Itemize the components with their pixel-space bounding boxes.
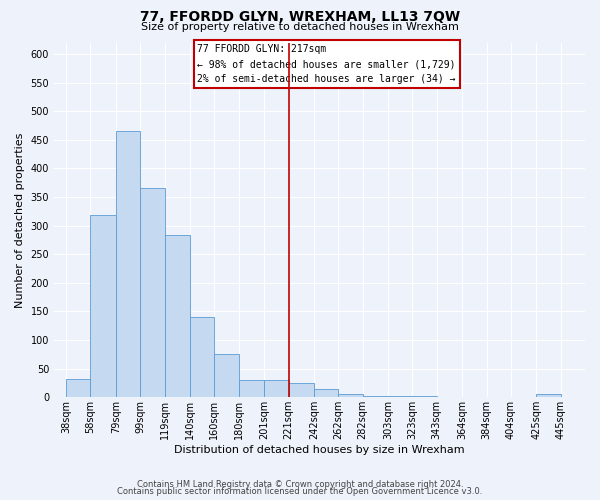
Bar [116,131,140,398]
Bar [91,216,116,398]
Y-axis label: Number of detached properties: Number of detached properties [15,132,25,308]
Text: 77 FFORDD GLYN: 217sqm
← 98% of detached houses are smaller (1,729)
2% of semi-d: 77 FFORDD GLYN: 217sqm ← 98% of detached… [197,44,456,84]
Text: Size of property relative to detached houses in Wrexham: Size of property relative to detached ho… [141,22,459,32]
Bar [66,379,91,398]
Bar [190,316,214,398]
Bar [214,354,239,398]
Text: 77, FFORDD GLYN, WREXHAM, LL13 7QW: 77, FFORDD GLYN, WREXHAM, LL13 7QW [140,10,460,24]
Bar [412,396,437,398]
Bar [289,383,314,398]
X-axis label: Distribution of detached houses by size in Wrexham: Distribution of detached houses by size … [174,445,465,455]
Bar [536,394,560,398]
Text: Contains HM Land Registry data © Crown copyright and database right 2024.: Contains HM Land Registry data © Crown c… [137,480,463,489]
Bar [239,380,264,398]
Bar [140,188,164,398]
Text: Contains public sector information licensed under the Open Government Licence v3: Contains public sector information licen… [118,487,482,496]
Bar [264,380,289,398]
Bar [314,390,338,398]
Bar [437,396,462,398]
Bar [164,235,190,398]
Bar [362,396,388,398]
Bar [388,396,412,398]
Bar [338,394,362,398]
